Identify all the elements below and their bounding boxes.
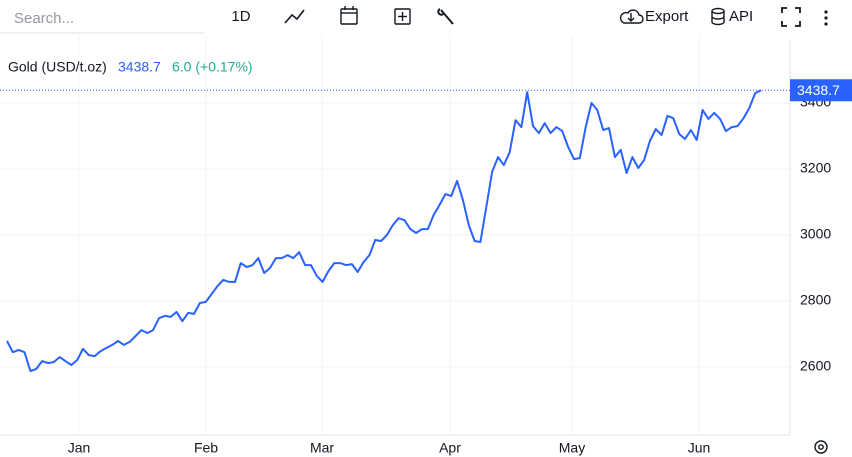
grid xyxy=(0,36,790,435)
search-box[interactable]: Search... xyxy=(14,10,74,27)
y-tick-label: 3000 xyxy=(800,226,831,242)
calendar-icon[interactable] xyxy=(340,6,358,25)
export-label: Export xyxy=(645,8,689,25)
y-tick-label: 3200 xyxy=(800,160,831,176)
fullscreen-icon[interactable] xyxy=(781,7,801,27)
toolbar: Search... 1D Export API xyxy=(0,6,828,34)
last-price-label: 3438.7 xyxy=(797,82,840,98)
menu-icon[interactable] xyxy=(824,10,828,26)
x-tick-label: Feb xyxy=(194,440,218,456)
x-tick-label: Jun xyxy=(688,440,711,456)
settings-icon[interactable] xyxy=(814,440,828,454)
api-icon xyxy=(711,7,725,26)
legend: Gold (USD/t.oz) 3438.7 6.0 (+0.17%) xyxy=(8,59,253,75)
x-tick-label: May xyxy=(559,440,585,456)
x-tick-label: Apr xyxy=(439,440,461,456)
export-icon xyxy=(619,9,644,24)
api-button[interactable]: API xyxy=(711,7,753,26)
x-tick-label: Jan xyxy=(68,440,91,456)
plot xyxy=(0,89,790,372)
legend-last-value: 3438.7 xyxy=(118,59,161,75)
last-price-badge xyxy=(790,79,852,102)
indicator-icon[interactable] xyxy=(394,8,411,25)
export-button[interactable]: Export xyxy=(619,8,690,25)
y-tick-label: 2600 xyxy=(800,358,831,374)
y-tick-label: 2800 xyxy=(800,292,831,308)
legend-symbol: Gold (USD/t.oz) xyxy=(8,59,107,75)
chart-type-icon[interactable] xyxy=(284,9,305,24)
api-label: API xyxy=(729,8,753,25)
x-tick-label: Mar xyxy=(310,440,334,456)
legend-change: 6.0 (+0.17%) xyxy=(172,59,253,75)
interval-button[interactable]: 1D xyxy=(231,8,250,25)
price-line xyxy=(6,89,762,372)
tools-icon[interactable] xyxy=(437,8,454,25)
